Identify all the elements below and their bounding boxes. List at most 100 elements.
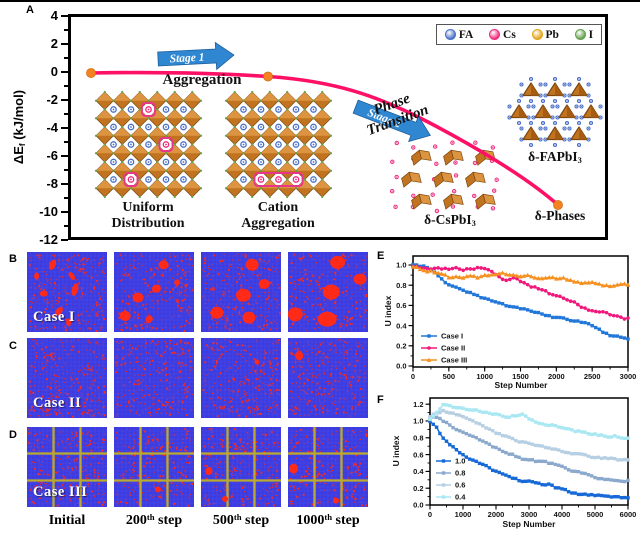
a-ytick-label: -8 [46,176,58,191]
chart-F-series-0.4 [428,402,630,441]
a-ytick-mark [61,14,68,18]
a-ytick-minor [63,113,68,115]
svg-text:1000: 1000 [476,372,493,381]
energy-curve-point [263,71,273,82]
sim-frame-caseiii-1000th [288,427,368,507]
case-1-label: Case I [33,309,76,325]
svg-text:0: 0 [411,372,415,381]
sim-frame-caseiii-200th [114,427,194,507]
a-ytick-mark [61,210,68,214]
sim-frame-caseii-500th [201,338,281,418]
delta-fapbi3-label: δ-FAPbI3 [528,149,582,166]
energy-curve-point [553,200,563,210]
svg-text:500: 500 [443,372,456,381]
a-ytick-label: -12 [39,232,58,247]
a-ytick-minor [63,141,68,143]
chart-F-series-1.0 [428,419,630,500]
panel-d-label: D [9,429,17,441]
svg-text:3000: 3000 [620,372,637,381]
a-ytick-mark [61,98,68,102]
a-ytick-mark [61,70,68,74]
a-ytick-mark [61,182,68,186]
energy-curve-point [86,68,96,78]
chart-f-canvas: 0 1000 2000 3000 4000 5000 60000.00.20.40.60.8… [391,397,636,529]
legend-label: Cs [503,28,516,41]
legend-label: FA [458,28,474,41]
col-label-initial: Initial [48,512,86,528]
delta-phases-label: δ-Phases [534,208,586,223]
figure-top-border [0,0,640,2]
a-ytick-minor [63,29,68,31]
a-ytick-label: 2 [50,36,58,51]
i-sphere-icon [574,29,586,40]
chart-E-series-case-iii [410,264,631,289]
svg-text:2500: 2500 [584,372,601,381]
panel-c-label: C [9,340,17,352]
panel-e-label: E [377,250,385,262]
svg-text:0.2: 0.2 [396,342,406,351]
sim-frame-caseii-initial [27,338,107,418]
svg-text:0.0: 0.0 [396,362,406,371]
perovskite-lattice [224,90,333,199]
panel-a-legend: FA Cs Pb I [436,24,602,45]
legend-item-cs: Cs [489,29,516,41]
chart-F-series-0.8 [428,415,630,484]
chart-F-series-0.6 [428,408,630,462]
panel-f-label: F [377,394,384,406]
panel-a-label: A [26,4,34,16]
legend-item-i: I [574,28,594,41]
chart-e-canvas: 0 500 1000 1500 2000 2500 3000 0.0 0.2 0.4 0.6 0.8 1… [383,255,637,390]
col-label-500th: 500th step [212,512,270,528]
svg-text:0.8: 0.8 [396,281,406,290]
svg-text:U index: U index [383,295,393,326]
legend-item-pb: Pb [531,28,559,41]
delta-fapbi3-structure [507,76,603,148]
a-ytick-mark [61,154,68,158]
a-ytick-minor [63,225,68,227]
col-label-200th: 200th step [125,512,183,528]
svg-text:1500: 1500 [512,372,529,381]
panel-b-label: B [9,253,17,265]
cs-sphere-icon [489,29,501,40]
sim-frame-caseii-1000th [288,338,368,418]
svg-text:0.6: 0.6 [396,301,406,310]
sim-frame-casei-1000th [288,252,368,332]
perovskite-lattice [94,90,203,199]
uniform-distribution-label: Uniform Distribution [111,200,185,231]
delta-cspbi3-label: δ-CsPbI3 [424,212,476,229]
svg-text:1.0: 1.0 [396,261,406,270]
sim-frame-caseii-200th [114,338,194,418]
legend-label: I [588,28,594,41]
a-ytick-label: -6 [46,148,58,163]
svg-text:0.4: 0.4 [396,321,407,330]
a-ytick-minor [63,169,68,171]
a-ytick-mark [61,238,68,242]
sim-frame-caseiii-500th [201,427,281,507]
a-ytick-label: -10 [39,204,58,219]
chart-E-series-case-ii [411,264,630,321]
legend-item-fa: FA [444,28,474,41]
a-ytick-mark [61,126,68,130]
a-ytick-label: 0 [50,64,58,79]
fa-sphere-icon [444,29,456,40]
a-ytick-minor [63,85,68,87]
a-ytick-label: 4 [50,8,58,23]
svg-text:Step Number: Step Number [495,380,549,390]
a-ytick-minor [63,57,68,59]
pb-sphere-icon [531,29,543,40]
legend-label: Pb [545,28,559,41]
sim-frame-caseiii-initial [27,427,107,507]
sim-frame-casei-500th [201,252,281,332]
svg-text:2000: 2000 [548,372,565,381]
a-ytick-label: -4 [46,120,58,135]
sim-frame-casei-initial [27,252,107,332]
a-ytick-label: -2 [46,92,58,107]
energy-curve [89,70,560,207]
cation-aggregation-label: Cation Aggregation [241,200,315,231]
a-ytick-minor [63,197,68,199]
sim-frame-casei-200th [114,252,194,332]
aggregation-label: Aggregation [162,72,242,88]
col-label-1000th: 1000th step [296,512,360,528]
